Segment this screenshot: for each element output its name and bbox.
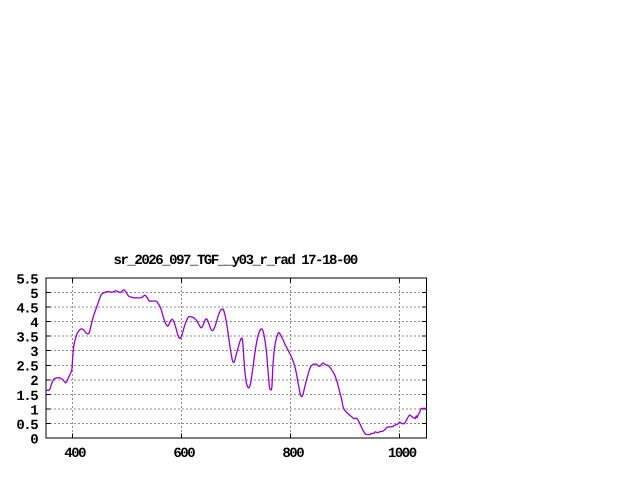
svg-text:2: 2 xyxy=(30,374,38,390)
svg-text:1.5: 1.5 xyxy=(16,389,38,405)
svg-text:3.5: 3.5 xyxy=(16,331,38,347)
svg-text:4: 4 xyxy=(30,316,38,332)
svg-text:600: 600 xyxy=(173,446,195,462)
svg-text:sr_2026_097_TGF__y03_r_rad 17-: sr_2026_097_TGF__y03_r_rad 17-18-00 xyxy=(114,253,358,269)
svg-text:1000: 1000 xyxy=(388,446,417,462)
svg-text:0.5: 0.5 xyxy=(16,418,38,434)
svg-text:400: 400 xyxy=(64,446,86,462)
svg-text:0: 0 xyxy=(30,432,38,448)
svg-text:4.5: 4.5 xyxy=(16,302,38,318)
svg-text:2.5: 2.5 xyxy=(16,360,38,376)
svg-text:5: 5 xyxy=(30,287,38,303)
svg-text:800: 800 xyxy=(282,446,304,462)
svg-text:1: 1 xyxy=(30,403,38,419)
svg-text:3: 3 xyxy=(30,345,38,361)
svg-text:5.5: 5.5 xyxy=(16,272,38,288)
